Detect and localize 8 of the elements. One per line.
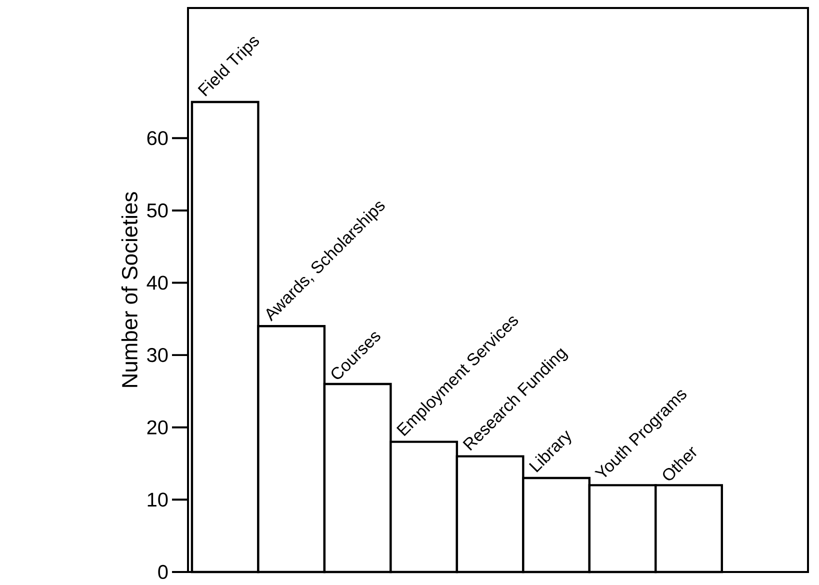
y-tick-label: 40	[146, 276, 168, 290]
y-tick-label: 20	[147, 420, 168, 434]
y-tick-label: 10	[148, 492, 168, 507]
y-tick-label: 50	[147, 203, 168, 218]
y-axis-title: Number of Societies	[121, 192, 138, 387]
y-tick-label: 30	[147, 348, 168, 362]
y-tick-label: 60	[147, 131, 168, 146]
y-tick-label: 0	[158, 564, 168, 580]
